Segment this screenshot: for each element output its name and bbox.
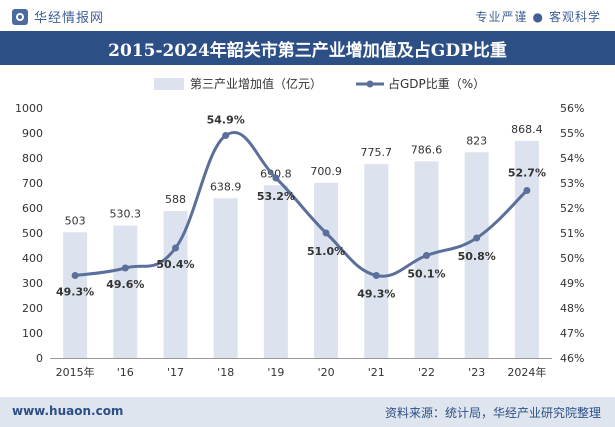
right-tick-label: 53% bbox=[560, 177, 584, 190]
title-bar: 2015-2024年韶关市第三产业增加值及占GDP比重 bbox=[0, 31, 615, 65]
legend-bar-swatch bbox=[154, 78, 184, 90]
right-tick-label: 56% bbox=[560, 102, 584, 115]
x-tick-label: '18 bbox=[217, 366, 234, 379]
line-value-label: 49.6% bbox=[106, 278, 144, 291]
bar bbox=[314, 182, 339, 358]
x-tick-label: '23 bbox=[468, 366, 485, 379]
x-tick-label: '16 bbox=[117, 366, 134, 379]
x-tick-label: '19 bbox=[267, 366, 284, 379]
legend-line-label: 占GDP比重（%） bbox=[388, 76, 485, 91]
share-line bbox=[74, 131, 528, 278]
slogan-separator: ● bbox=[532, 10, 544, 24]
x-tick-label: '20 bbox=[318, 366, 335, 379]
line-value-label: 49.3% bbox=[56, 286, 94, 299]
line-value-label: 50.4% bbox=[156, 258, 194, 271]
line-point bbox=[121, 264, 129, 272]
bar-value-label: 775.7 bbox=[361, 146, 393, 159]
right-tick-label: 49% bbox=[560, 277, 584, 290]
logo-icon bbox=[12, 8, 28, 25]
line-value-label: 52.7% bbox=[508, 167, 546, 180]
bar bbox=[63, 232, 88, 358]
bar-value-label: 530.3 bbox=[110, 207, 142, 220]
line-point bbox=[423, 252, 430, 259]
line-value-label: 51.0% bbox=[307, 245, 345, 258]
line-value-label: 50.8% bbox=[458, 250, 496, 263]
brand: 华经情报网 bbox=[12, 7, 104, 26]
right-tick-label: 51% bbox=[560, 227, 584, 240]
line-point bbox=[372, 272, 380, 279]
line-point bbox=[473, 234, 481, 242]
left-tick-label: 300 bbox=[22, 277, 43, 290]
x-tick-label: '22 bbox=[418, 366, 435, 379]
x-tick-label: 2024年 bbox=[507, 365, 546, 379]
bar bbox=[464, 152, 489, 358]
left-tick-label: 700 bbox=[22, 177, 43, 190]
bar bbox=[514, 140, 539, 358]
slogan-right: 客观科学 bbox=[548, 10, 601, 24]
bar bbox=[113, 225, 138, 358]
bar-value-label: 588 bbox=[165, 193, 186, 206]
line-point bbox=[272, 174, 280, 182]
bar-value-label: 868.4 bbox=[511, 123, 543, 136]
right-tick-label: 48% bbox=[560, 302, 584, 315]
legend-bar-label: 第三产业增加值（亿元） bbox=[190, 76, 322, 91]
x-tick-label: '21 bbox=[368, 366, 385, 379]
left-tick-label: 100 bbox=[22, 327, 43, 340]
left-tick-label: 900 bbox=[22, 127, 43, 140]
footer-source: 资料来源：统计局，华经产业研究院整理 bbox=[384, 406, 601, 420]
left-tick-label: 200 bbox=[22, 302, 43, 315]
right-tick-label: 46% bbox=[560, 352, 584, 365]
bar-value-label: 503 bbox=[65, 214, 86, 227]
right-tick-label: 47% bbox=[560, 327, 584, 340]
top-bar: 华经情报网 专业严谨 ● 客观科学 bbox=[0, 0, 615, 31]
line-point bbox=[172, 244, 179, 252]
bar-value-label: 786.6 bbox=[411, 143, 443, 156]
bar bbox=[263, 185, 288, 358]
x-tick-label: '17 bbox=[167, 366, 184, 379]
slogan-left: 专业严谨 bbox=[475, 10, 528, 24]
left-tick-label: 800 bbox=[22, 152, 43, 165]
left-tick-label: 400 bbox=[22, 252, 43, 265]
slogan: 专业严谨 ● 客观科学 bbox=[475, 8, 601, 25]
left-tick-label: 500 bbox=[22, 227, 43, 240]
line-value-label: 49.3% bbox=[357, 288, 395, 301]
right-tick-label: 55% bbox=[560, 127, 584, 140]
footer-url: www.huaon.com bbox=[12, 404, 124, 418]
bar bbox=[213, 198, 238, 358]
line-value-label: 50.1% bbox=[407, 268, 445, 281]
chart-title: 2015-2024年韶关市第三产业增加值及占GDP比重 bbox=[108, 40, 507, 61]
line-point bbox=[71, 272, 79, 279]
left-tick-label: 600 bbox=[22, 202, 43, 215]
footer: www.huaon.com 资料来源：统计局，华经产业研究院整理 bbox=[0, 397, 615, 427]
line-value-label: 53.2% bbox=[257, 190, 295, 203]
legend-line-marker bbox=[366, 80, 374, 88]
line-value-label: 54.9% bbox=[207, 114, 245, 127]
bar-value-label: 638.9 bbox=[210, 180, 242, 193]
left-tick-label: 1000 bbox=[15, 102, 43, 115]
line-point bbox=[322, 229, 330, 237]
bar-value-label: 823 bbox=[466, 134, 487, 147]
bar bbox=[364, 164, 389, 358]
right-tick-label: 52% bbox=[560, 202, 584, 215]
right-tick-label: 54% bbox=[560, 152, 584, 165]
right-tick-label: 50% bbox=[560, 252, 584, 265]
x-tick-label: 2015年 bbox=[56, 365, 95, 379]
bar-value-label: 700.9 bbox=[310, 165, 342, 178]
line-point bbox=[523, 187, 531, 194]
brand-name: 华经情报网 bbox=[34, 11, 105, 26]
left-tick-label: 0 bbox=[36, 352, 43, 365]
line-point bbox=[222, 132, 230, 139]
